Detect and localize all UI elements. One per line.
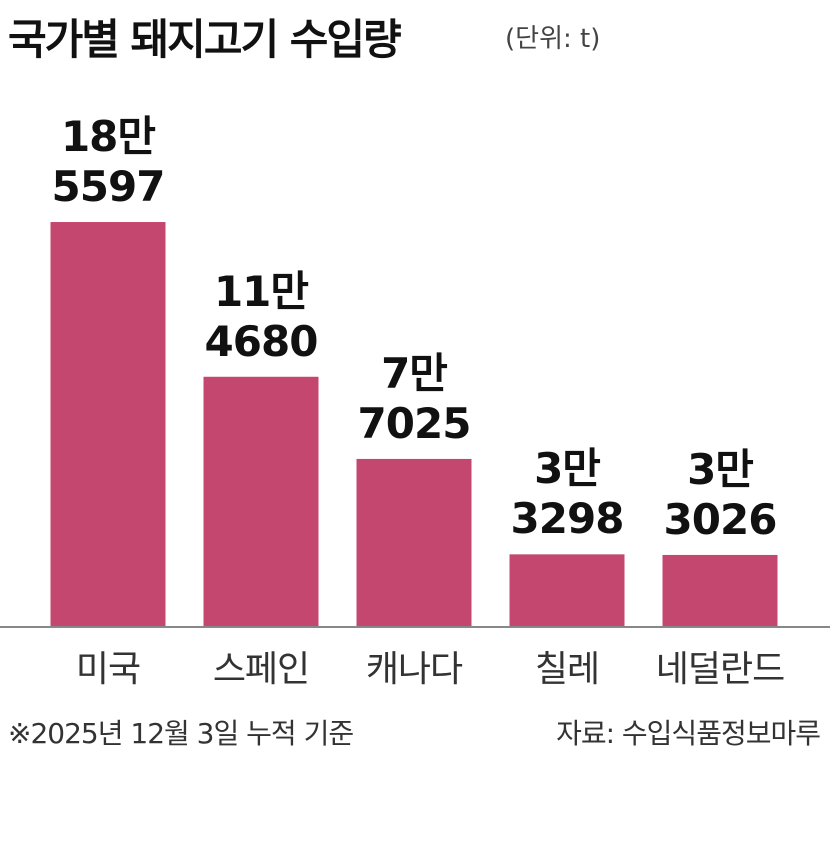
value-label: 7만 7025	[357, 348, 472, 448]
source: 자료: 수입식품정보마루	[556, 717, 821, 750]
bar	[203, 376, 319, 627]
x-tick-label: 캐나다	[365, 649, 463, 690]
value-label: 3만 3026	[663, 444, 778, 544]
value-label: 11만 4680	[204, 266, 319, 366]
x-tick-label: 미국	[75, 649, 141, 690]
bar	[662, 554, 778, 627]
chart-subtitle: (단위: t)	[505, 24, 601, 54]
value-label: 18만 5597	[51, 112, 166, 212]
chart-title: 국가별 돼지고기 수입량	[8, 15, 402, 64]
x-tick-label: 스페인	[212, 649, 310, 690]
value-label: 3만 3298	[510, 444, 625, 544]
bar	[356, 458, 472, 627]
bar	[50, 222, 166, 627]
bar	[509, 554, 625, 627]
x-tick-label: 네덜란드	[655, 649, 785, 690]
footnote: ※2025년 12월 3일 누적 기준	[8, 717, 354, 750]
x-tick-label: 칠레	[534, 649, 600, 690]
